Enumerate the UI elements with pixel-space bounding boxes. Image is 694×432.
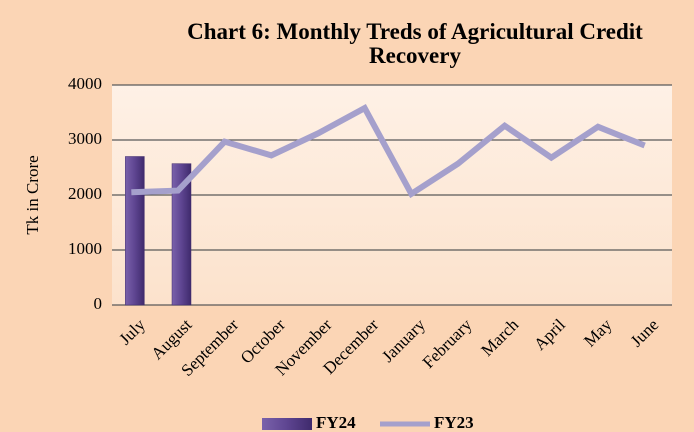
y-tick-label: 4000 — [68, 74, 102, 93]
legend-label: FY23 — [434, 413, 474, 432]
legend-label: FY24 — [316, 413, 356, 432]
legend-swatch — [262, 418, 312, 430]
x-tick-label: February — [419, 315, 476, 372]
y-tick-label: 0 — [94, 294, 103, 313]
y-tick-label: 1000 — [68, 239, 102, 258]
x-tick-label: May — [580, 315, 616, 351]
y-tick-label: 2000 — [68, 184, 102, 203]
y-axis-label: Tk in Crore — [23, 155, 42, 234]
x-tick-label: March — [477, 315, 522, 360]
x-tick-label: April — [530, 315, 569, 354]
x-tick-label: June — [627, 315, 662, 350]
chart-title: Chart 6: Monthly Treds of Agricultural C… — [187, 19, 643, 68]
line — [131, 104, 646, 199]
bar — [125, 156, 145, 306]
y-tick-label: 3000 — [68, 129, 102, 148]
bar — [171, 163, 192, 306]
x-tick-label: July — [115, 315, 149, 349]
